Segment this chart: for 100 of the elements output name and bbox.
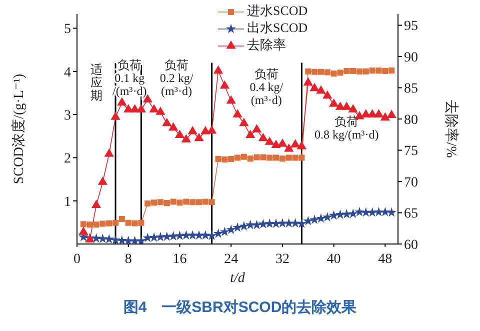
point bbox=[247, 156, 254, 162]
point bbox=[303, 216, 314, 226]
point bbox=[316, 213, 326, 223]
point bbox=[303, 77, 313, 86]
y2-tick-label: 70 bbox=[404, 175, 418, 190]
point bbox=[246, 130, 256, 138]
point bbox=[183, 198, 190, 205]
legend-label: 出水SCOD bbox=[246, 19, 308, 36]
point bbox=[362, 68, 369, 74]
point bbox=[208, 199, 215, 206]
point bbox=[188, 126, 198, 134]
point bbox=[258, 132, 268, 142]
point bbox=[322, 90, 332, 99]
point bbox=[132, 220, 138, 226]
legend-label: 去除率 bbox=[246, 36, 287, 53]
point bbox=[254, 154, 260, 160]
point bbox=[78, 226, 88, 235]
point bbox=[202, 198, 208, 205]
annotation: 负荷 0.8 kg/(m³·d) bbox=[314, 114, 379, 142]
point bbox=[278, 138, 288, 147]
point bbox=[386, 110, 396, 118]
point bbox=[149, 232, 159, 242]
point bbox=[305, 68, 312, 74]
point bbox=[296, 218, 307, 228]
point bbox=[386, 207, 396, 217]
point bbox=[354, 206, 364, 216]
point bbox=[100, 220, 106, 227]
annotation: 负荷 0.4 kg/ (m³·d) bbox=[250, 66, 284, 107]
point bbox=[382, 68, 388, 74]
point bbox=[226, 224, 236, 234]
point bbox=[194, 230, 204, 240]
point bbox=[264, 218, 275, 228]
point bbox=[142, 232, 153, 242]
point bbox=[91, 200, 102, 208]
point bbox=[369, 68, 376, 74]
point bbox=[215, 156, 222, 162]
point bbox=[271, 140, 281, 148]
point bbox=[104, 148, 114, 157]
point bbox=[356, 68, 362, 74]
point bbox=[206, 230, 217, 240]
point bbox=[252, 220, 262, 230]
point bbox=[226, 95, 236, 104]
point bbox=[86, 222, 93, 228]
point bbox=[93, 222, 100, 228]
point bbox=[310, 82, 320, 92]
point bbox=[157, 199, 164, 206]
point bbox=[245, 220, 256, 230]
y2-tick-label: 75 bbox=[404, 144, 418, 160]
point bbox=[232, 222, 242, 232]
y2-tick-label: 65 bbox=[404, 206, 418, 222]
point bbox=[136, 236, 146, 244]
point bbox=[149, 104, 159, 112]
point bbox=[228, 156, 234, 162]
annotation: 适应期 bbox=[90, 62, 102, 103]
point bbox=[156, 232, 166, 242]
point bbox=[318, 68, 324, 75]
point bbox=[388, 68, 395, 74]
point bbox=[252, 124, 262, 132]
point bbox=[106, 220, 112, 226]
point bbox=[312, 68, 318, 75]
point bbox=[342, 102, 352, 110]
point bbox=[181, 134, 191, 142]
point bbox=[278, 218, 288, 228]
point bbox=[360, 207, 371, 217]
point bbox=[110, 234, 120, 244]
point bbox=[144, 200, 151, 206]
point bbox=[376, 68, 382, 74]
y2-tick-label: 80 bbox=[404, 112, 418, 128]
point bbox=[117, 235, 127, 244]
point bbox=[348, 208, 358, 218]
x-axis-title: t/d bbox=[230, 271, 246, 286]
point bbox=[330, 70, 337, 77]
point bbox=[344, 68, 350, 74]
y2-tick-label: 60 bbox=[404, 238, 418, 253]
point bbox=[284, 218, 294, 228]
point bbox=[168, 231, 178, 240]
point bbox=[80, 221, 86, 228]
text: 图4 一级SBR对SCOD的去除效果 bbox=[122, 298, 358, 317]
point bbox=[176, 200, 183, 206]
point bbox=[310, 214, 320, 224]
point bbox=[266, 154, 273, 161]
y-tick-label: 3 bbox=[64, 108, 71, 124]
point bbox=[98, 234, 108, 244]
y2-axis-title: 去除率/% bbox=[443, 100, 460, 158]
point bbox=[190, 199, 196, 206]
y-tick-label: 1 bbox=[64, 194, 71, 210]
x-tick-label: 48 bbox=[378, 252, 392, 267]
point bbox=[380, 112, 390, 121]
legend-label: 进水SCOD bbox=[246, 2, 308, 19]
point bbox=[174, 130, 185, 138]
point bbox=[207, 125, 217, 134]
point bbox=[322, 212, 332, 222]
point bbox=[200, 126, 210, 134]
point bbox=[286, 154, 292, 161]
y-tick-label: 2 bbox=[64, 152, 71, 167]
point bbox=[125, 220, 132, 226]
point bbox=[220, 80, 230, 89]
point bbox=[234, 154, 240, 161]
point bbox=[232, 109, 242, 118]
point bbox=[151, 200, 158, 206]
